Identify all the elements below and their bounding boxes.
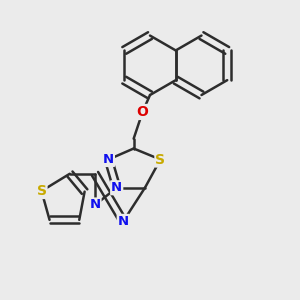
Text: N: N [89,199,100,212]
Text: N: N [118,215,129,228]
Text: S: S [37,184,46,198]
Text: O: O [136,105,148,119]
Text: N: N [103,153,114,166]
Text: S: S [155,152,165,167]
Text: N: N [111,181,122,194]
